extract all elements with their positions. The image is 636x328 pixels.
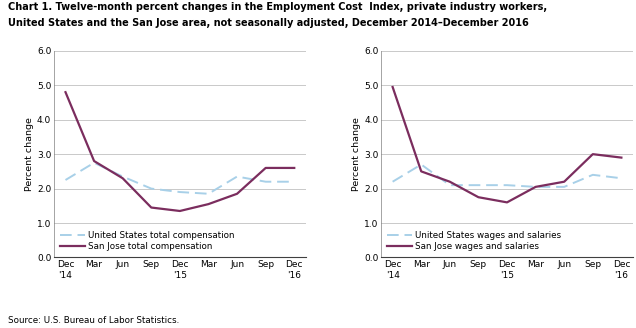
United States total compensation <box>62 178 69 182</box>
United States wages and salaries <box>389 180 396 184</box>
Line: United States total compensation: United States total compensation <box>66 163 294 194</box>
San Jose total compensation <box>62 90 69 94</box>
San Jose wages and salaries <box>532 185 539 189</box>
Text: Source: U.S. Bureau of Labor Statistics.: Source: U.S. Bureau of Labor Statistics. <box>8 316 179 325</box>
Text: Chart 1. Twelve-month percent changes in the Employment Cost  Index, private ind: Chart 1. Twelve-month percent changes in… <box>8 2 547 11</box>
San Jose wages and salaries <box>417 169 425 173</box>
United States total compensation <box>205 192 212 196</box>
Line: United States wages and salaries: United States wages and salaries <box>392 165 621 187</box>
United States wages and salaries <box>503 183 511 187</box>
San Jose total compensation <box>176 209 184 213</box>
United States total compensation <box>90 161 98 165</box>
Line: San Jose total compensation: San Jose total compensation <box>66 92 294 211</box>
San Jose wages and salaries <box>474 195 482 199</box>
United States wages and salaries <box>589 173 597 177</box>
San Jose total compensation <box>291 166 298 170</box>
San Jose wages and salaries <box>446 180 453 184</box>
United States wages and salaries <box>560 185 568 189</box>
San Jose total compensation <box>90 159 98 163</box>
United States wages and salaries <box>474 183 482 187</box>
Line: San Jose wages and salaries: San Jose wages and salaries <box>392 87 621 202</box>
United States wages and salaries <box>532 185 539 189</box>
Y-axis label: Percent change: Percent change <box>25 117 34 191</box>
United States total compensation <box>148 187 155 191</box>
San Jose total compensation <box>148 206 155 210</box>
Y-axis label: Percent change: Percent change <box>352 117 361 191</box>
United States total compensation <box>233 174 241 178</box>
San Jose total compensation <box>233 192 241 196</box>
San Jose wages and salaries <box>618 156 625 160</box>
United States total compensation <box>291 180 298 184</box>
United States wages and salaries <box>618 176 625 180</box>
San Jose total compensation <box>119 176 127 180</box>
Legend: United States total compensation, San Jose total compensation: United States total compensation, San Jo… <box>59 229 237 253</box>
Legend: United States wages and salaries, San Jose wages and salaries: United States wages and salaries, San Jo… <box>385 229 563 253</box>
San Jose wages and salaries <box>389 85 396 89</box>
United States total compensation <box>176 190 184 194</box>
United States total compensation <box>262 180 270 184</box>
San Jose total compensation <box>205 202 212 206</box>
Text: United States and the San Jose area, not seasonally adjusted, December 2014–Dece: United States and the San Jose area, not… <box>8 18 529 28</box>
United States total compensation <box>119 174 127 178</box>
San Jose wages and salaries <box>589 152 597 156</box>
San Jose wages and salaries <box>560 180 568 184</box>
United States wages and salaries <box>417 163 425 167</box>
San Jose total compensation <box>262 166 270 170</box>
United States wages and salaries <box>446 183 453 187</box>
San Jose wages and salaries <box>503 200 511 204</box>
